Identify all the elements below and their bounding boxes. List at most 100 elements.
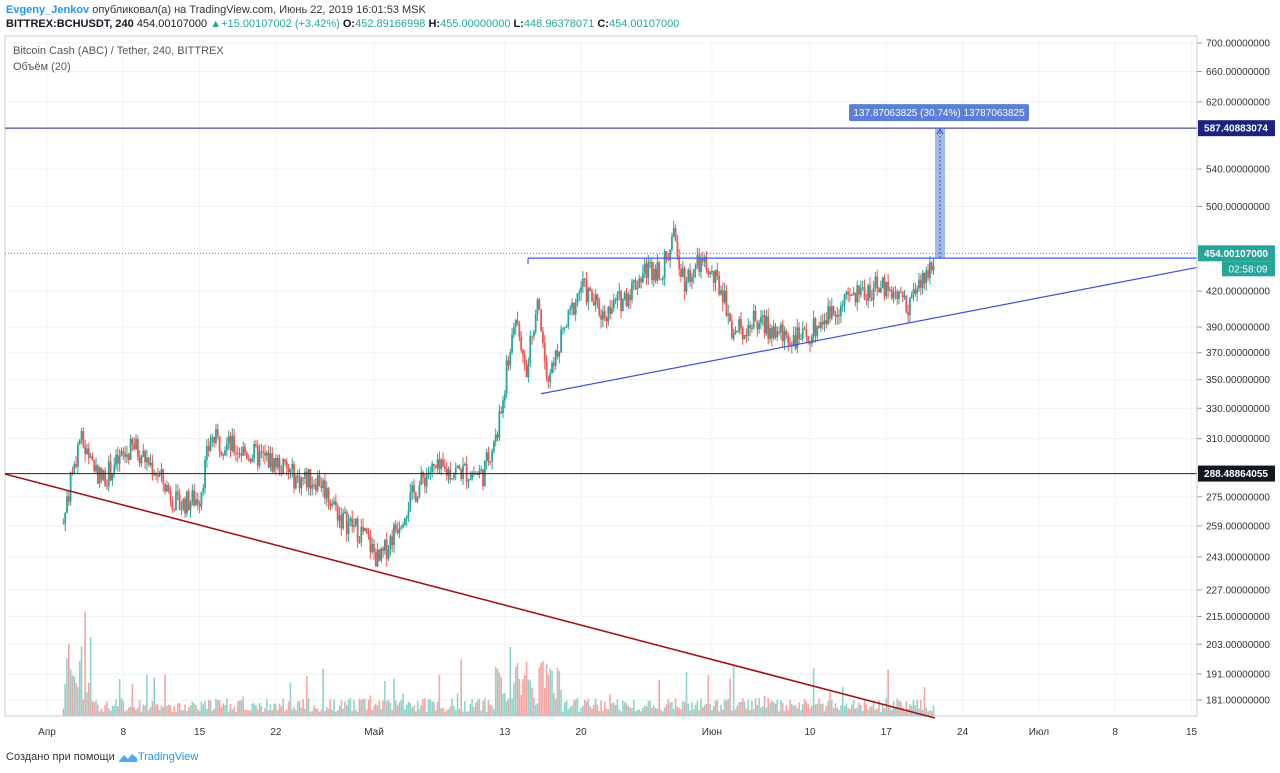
volume-bar bbox=[166, 705, 168, 716]
candle-body bbox=[607, 306, 610, 322]
volume-bar bbox=[364, 698, 366, 716]
candle-body bbox=[696, 255, 699, 266]
volume-bar bbox=[827, 701, 829, 716]
volume-bar bbox=[809, 708, 811, 716]
candle-body bbox=[142, 451, 145, 457]
candle-body bbox=[342, 512, 345, 529]
candle-body bbox=[714, 269, 717, 283]
trend-drawings[interactable]: 137.87063825 (30.74%) 13787063825 bbox=[4, 104, 1198, 719]
candle-body bbox=[700, 258, 702, 272]
candle-body bbox=[656, 262, 659, 281]
volume-bar bbox=[218, 699, 221, 716]
candle-body bbox=[602, 311, 604, 320]
candle-body bbox=[396, 530, 399, 534]
volume-bar bbox=[173, 705, 175, 716]
volume-bar bbox=[291, 709, 294, 716]
downtrend-line bbox=[4, 473, 936, 719]
candle-body bbox=[347, 521, 350, 535]
measure-label: 137.87063825 (30.74%) 13787063825 bbox=[853, 108, 1025, 119]
candle-body bbox=[235, 452, 237, 454]
volume-bar bbox=[607, 709, 610, 716]
candle-body bbox=[632, 280, 635, 282]
candle-body bbox=[224, 450, 226, 456]
volume-bar bbox=[929, 710, 931, 716]
candle-body bbox=[612, 299, 615, 309]
candle-body bbox=[169, 491, 172, 501]
volume-bar bbox=[84, 611, 86, 716]
volume-bar bbox=[640, 711, 642, 716]
candle-body bbox=[211, 437, 214, 442]
volume-bar bbox=[836, 707, 839, 716]
volume-bar bbox=[409, 702, 412, 716]
candle-body bbox=[770, 328, 773, 338]
volume-bar bbox=[745, 708, 748, 716]
candle-body bbox=[313, 484, 315, 486]
volume-bar bbox=[71, 675, 74, 716]
volume-bar bbox=[547, 674, 550, 716]
candle-body bbox=[175, 491, 177, 510]
volume-bar bbox=[678, 707, 680, 716]
candle-body bbox=[336, 505, 339, 521]
open-label: O: bbox=[342, 18, 356, 30]
volume-bar bbox=[811, 705, 813, 716]
tradingview-link[interactable]: TradingView bbox=[137, 751, 199, 763]
volume-bar bbox=[774, 703, 777, 716]
candle-body bbox=[663, 251, 666, 278]
volume-bar bbox=[558, 671, 561, 716]
volume-bar bbox=[760, 707, 762, 716]
price-chart[interactable]: 137.87063825 (30.74%) 13787063825 700.00… bbox=[0, 34, 1280, 744]
candle-body bbox=[471, 472, 473, 480]
volume-bar bbox=[756, 705, 759, 716]
candle-body bbox=[749, 324, 751, 329]
volume-bar bbox=[542, 661, 544, 716]
price-label: 587.40883074 bbox=[1204, 124, 1268, 135]
volume-bar bbox=[916, 699, 918, 716]
volume-bar bbox=[78, 660, 81, 716]
volume-bar bbox=[616, 699, 619, 716]
candle-body bbox=[109, 461, 112, 481]
candle-body bbox=[364, 528, 366, 532]
candle-body bbox=[794, 335, 797, 349]
x-tick-label: 15 bbox=[1186, 727, 1198, 738]
volume-bar bbox=[115, 699, 117, 716]
candle-body bbox=[351, 518, 354, 527]
candle-body bbox=[344, 511, 346, 513]
price-axis[interactable]: 700.00000000 660.00000000 620.00000000 540.… bbox=[1196, 36, 1275, 716]
volume-bar bbox=[840, 705, 842, 716]
volume-bar bbox=[623, 702, 626, 716]
candle-body bbox=[449, 469, 452, 480]
candle-body bbox=[205, 446, 208, 460]
volume-bar bbox=[780, 700, 782, 716]
volume-bar bbox=[393, 678, 395, 716]
candle-body bbox=[204, 459, 206, 489]
volume-bar bbox=[923, 687, 926, 716]
volume-bar bbox=[324, 711, 326, 716]
volume-bar bbox=[691, 702, 693, 716]
volume-bar bbox=[102, 711, 105, 716]
candle-body bbox=[156, 475, 159, 477]
volume-bar bbox=[442, 707, 444, 716]
volume-bar bbox=[861, 710, 864, 716]
volume-bar bbox=[342, 708, 344, 716]
candle-body bbox=[113, 465, 116, 474]
chart-area[interactable]: 137.87063825 (30.74%) 13787063825 700.00… bbox=[0, 34, 1280, 744]
author-link[interactable]: Evgeny_Jenkov bbox=[6, 4, 90, 16]
candle-body bbox=[393, 524, 395, 546]
volume-bar bbox=[712, 705, 715, 716]
candle-body bbox=[861, 287, 864, 289]
volume-bar bbox=[109, 711, 112, 716]
volume-bar bbox=[903, 711, 906, 716]
volume-bar bbox=[338, 705, 341, 716]
volume-bar bbox=[576, 698, 579, 716]
candle-body bbox=[801, 328, 804, 339]
y-tick-label: 243.00000000 bbox=[1206, 552, 1270, 563]
volume-bar bbox=[451, 698, 453, 716]
volume-bar bbox=[553, 692, 555, 716]
candle-body bbox=[910, 294, 913, 299]
candle-body bbox=[454, 467, 457, 475]
time-axis[interactable]: Апр 8 15 22 Май 13 20 Июн 10 17 24 Июл 8 15 bbox=[38, 727, 1197, 738]
volume-bar bbox=[498, 672, 501, 716]
candle-body bbox=[780, 324, 782, 333]
publish-info: опубликовал(а) на TradingView.com, Июнь … bbox=[89, 4, 426, 16]
volume-bar bbox=[175, 711, 177, 716]
